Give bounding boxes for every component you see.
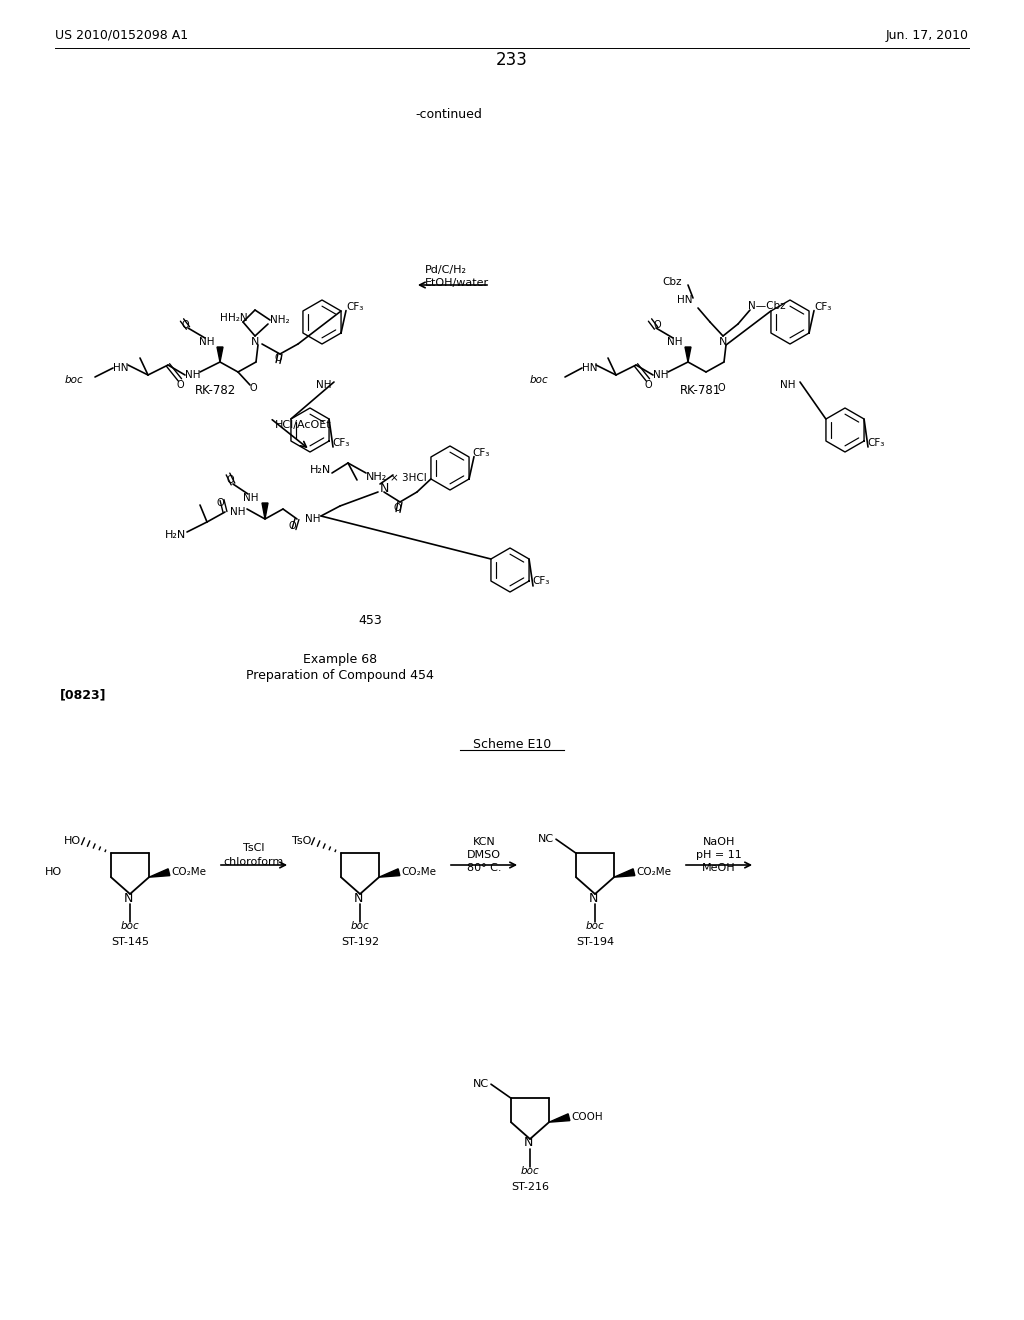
Polygon shape [262, 503, 268, 519]
Text: NH: NH [668, 337, 683, 347]
Text: DMSO: DMSO [467, 850, 501, 861]
Text: 80° C.: 80° C. [467, 863, 502, 873]
Text: NC: NC [473, 1080, 489, 1089]
Text: N—Cbz: N—Cbz [748, 301, 785, 312]
Text: HO: HO [63, 836, 81, 846]
Text: HCl/AcOEt: HCl/AcOEt [275, 420, 332, 430]
Text: boc: boc [530, 375, 549, 385]
Text: O: O [718, 383, 726, 393]
Text: EtOH/water: EtOH/water [425, 279, 489, 288]
Text: NH: NH [200, 337, 215, 347]
Text: pH = 11: pH = 11 [696, 850, 741, 861]
Text: H₂N: H₂N [228, 313, 248, 323]
Text: O: O [226, 475, 233, 484]
Text: CF₃: CF₃ [867, 438, 885, 447]
Text: chloroform: chloroform [224, 857, 284, 867]
Text: NH: NH [653, 370, 669, 380]
Text: O: O [644, 380, 652, 389]
Text: HN: HN [113, 363, 128, 374]
Text: ST-194: ST-194 [575, 937, 614, 946]
Text: Scheme E10: Scheme E10 [473, 738, 551, 751]
Text: Example 68: Example 68 [303, 653, 377, 667]
Text: CF₃: CF₃ [332, 438, 349, 447]
Polygon shape [217, 347, 223, 362]
Text: O: O [216, 498, 224, 508]
Text: O: O [274, 352, 282, 363]
Text: NH: NH [243, 492, 258, 503]
Text: -continued: -continued [415, 108, 482, 121]
Text: CO₂Me: CO₂Me [171, 867, 206, 878]
Polygon shape [614, 869, 635, 878]
Text: TsCl: TsCl [244, 843, 265, 853]
Text: NH: NH [316, 380, 332, 389]
Text: N: N [123, 891, 133, 904]
Text: RK-782: RK-782 [195, 384, 237, 396]
Text: NH: NH [230, 507, 246, 517]
Text: boc: boc [350, 921, 370, 931]
Polygon shape [150, 869, 170, 878]
Text: N: N [523, 1137, 532, 1150]
Text: N: N [589, 891, 598, 904]
Text: MeOH: MeOH [702, 863, 736, 873]
Text: H₂N: H₂N [165, 531, 186, 540]
Text: CF₃: CF₃ [532, 576, 549, 586]
Text: [0823]: [0823] [60, 689, 106, 701]
Text: HO: HO [45, 867, 62, 876]
Text: NH: NH [185, 370, 201, 380]
Text: COOH: COOH [571, 1113, 603, 1122]
Text: ST-145: ST-145 [111, 937, 150, 946]
Text: HN: HN [678, 294, 693, 305]
Text: ST-192: ST-192 [341, 937, 379, 946]
Text: ST-216: ST-216 [511, 1181, 549, 1192]
Text: Jun. 17, 2010: Jun. 17, 2010 [886, 29, 969, 41]
Text: CF₃: CF₃ [346, 301, 364, 312]
Text: CO₂Me: CO₂Me [401, 867, 436, 878]
Polygon shape [379, 869, 399, 878]
Polygon shape [549, 1114, 569, 1122]
Text: N: N [380, 482, 389, 495]
Text: O: O [181, 319, 188, 330]
Text: CO₂Me: CO₂Me [636, 867, 671, 878]
Text: Pd/C/H₂: Pd/C/H₂ [425, 265, 467, 275]
Text: NH: NH [780, 380, 796, 389]
Text: TsO: TsO [292, 836, 311, 846]
Text: NaOH: NaOH [702, 837, 735, 847]
Text: NH₂: NH₂ [270, 315, 290, 325]
Text: boc: boc [121, 921, 139, 931]
Text: CF₃: CF₃ [472, 447, 489, 458]
Text: H: H [220, 313, 228, 323]
Text: KCN: KCN [473, 837, 496, 847]
Polygon shape [685, 347, 691, 362]
Text: × 3HCl: × 3HCl [390, 473, 427, 483]
Text: N: N [353, 891, 362, 904]
Text: CF₃: CF₃ [814, 301, 831, 312]
Text: boc: boc [586, 921, 604, 931]
Text: O: O [393, 503, 400, 513]
Text: O: O [288, 521, 296, 531]
Text: O: O [176, 380, 184, 389]
Text: 453: 453 [358, 614, 382, 627]
Text: Preparation of Compound 454: Preparation of Compound 454 [246, 669, 434, 682]
Text: O: O [249, 383, 257, 393]
Text: NC: NC [538, 834, 554, 845]
Text: US 2010/0152098 A1: US 2010/0152098 A1 [55, 29, 188, 41]
Text: HN: HN [582, 363, 597, 374]
Text: H₂N: H₂N [310, 465, 331, 475]
Text: 233: 233 [496, 51, 528, 69]
Text: NH: NH [305, 513, 321, 524]
Text: O: O [653, 319, 660, 330]
Text: RK-781: RK-781 [680, 384, 721, 396]
Text: N: N [719, 337, 727, 347]
Text: NH₂: NH₂ [366, 473, 387, 482]
Text: Cbz: Cbz [663, 277, 682, 286]
Text: boc: boc [65, 375, 84, 385]
Text: N: N [251, 337, 259, 347]
Text: boc: boc [520, 1166, 540, 1176]
